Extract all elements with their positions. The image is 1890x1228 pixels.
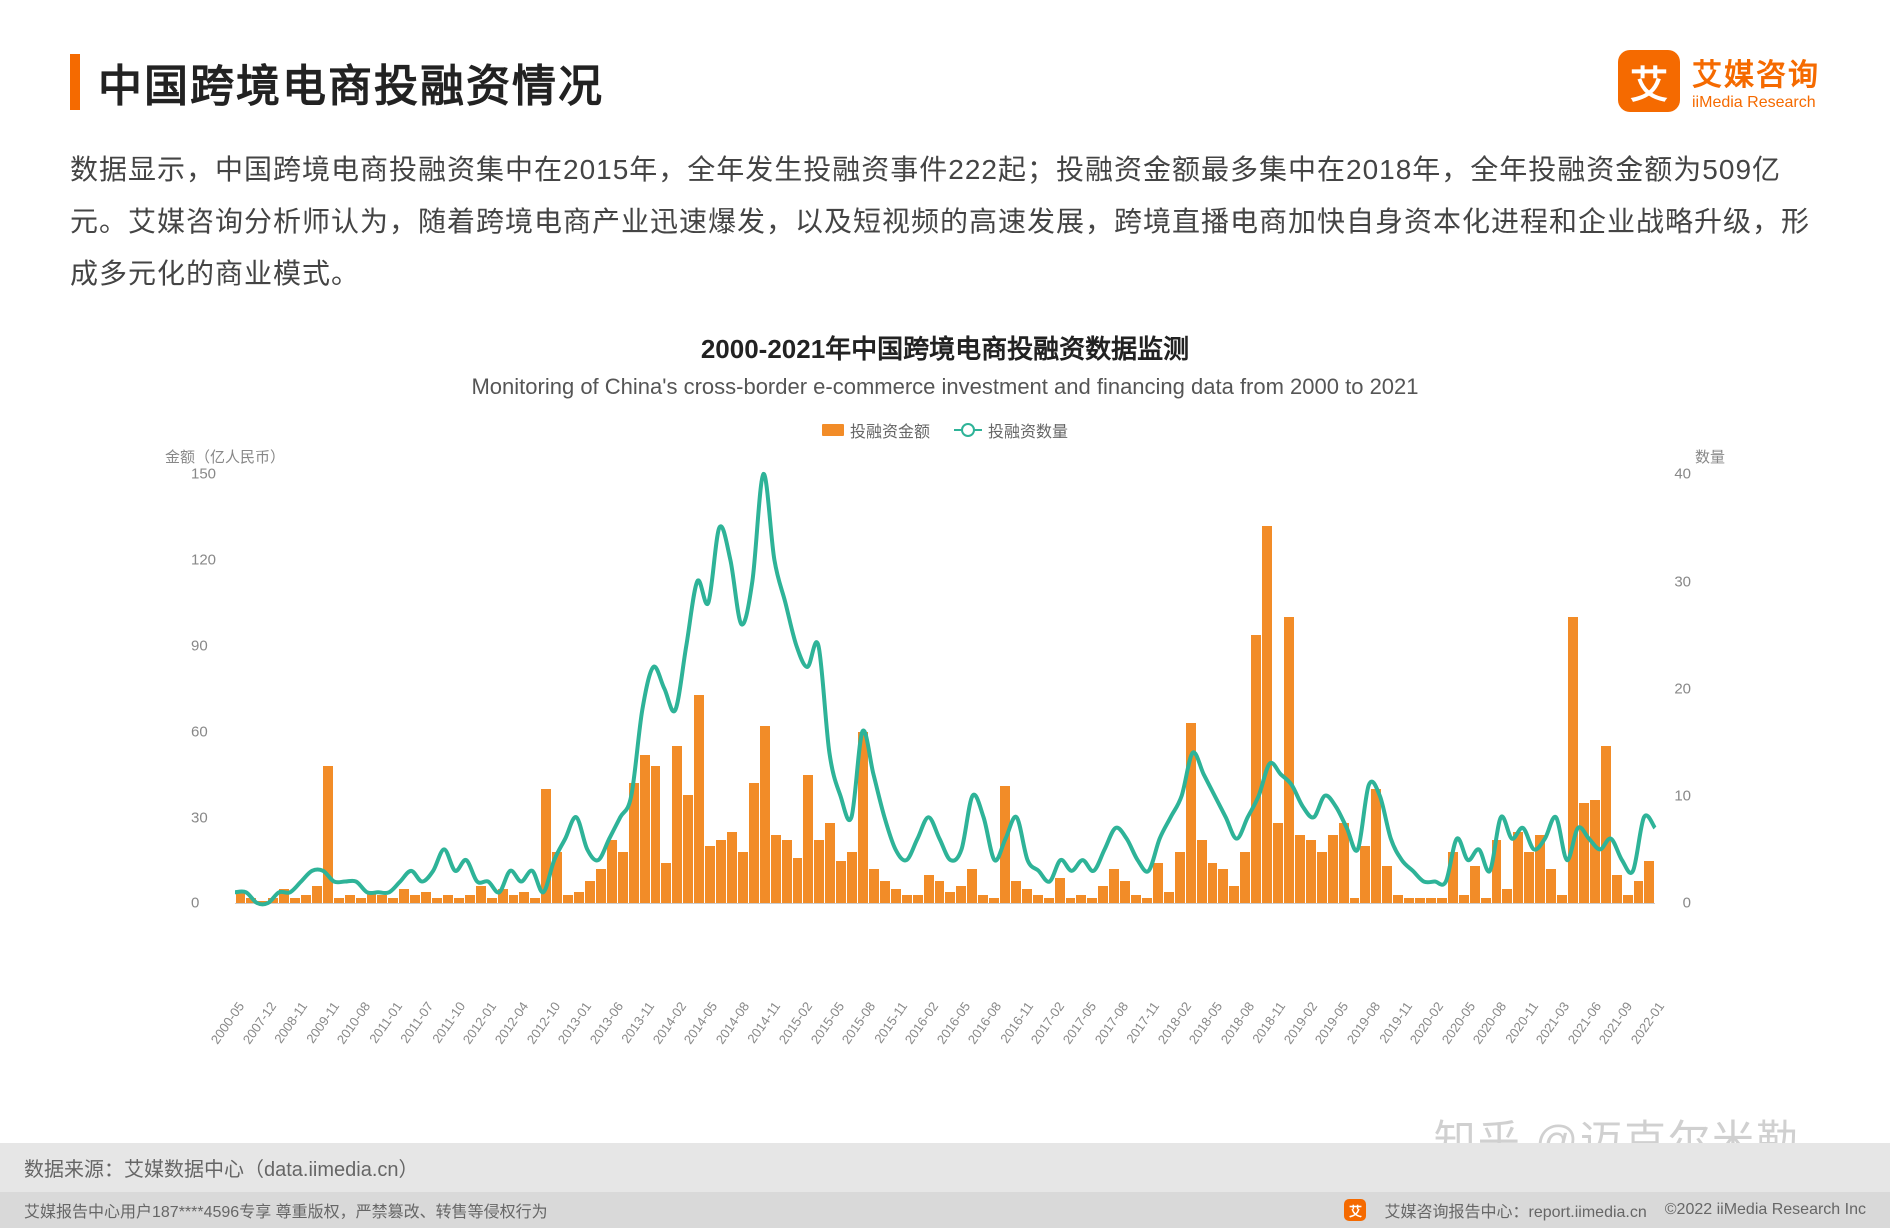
y-axis-left-label: 金额（亿人民币） — [165, 446, 285, 467]
legend-line-label: 投融资数量 — [988, 418, 1068, 442]
brand-logo: 艾 艾媒咨询 iiMedia Research — [1618, 50, 1820, 112]
ytick-left: 60 — [191, 723, 208, 740]
data-source: 数据来源：艾媒数据中心（data.iimedia.cn） — [0, 1143, 1890, 1192]
footer-right: ©2022 iiMedia Research Inc — [1665, 1201, 1866, 1219]
line-series — [235, 474, 1655, 903]
ytick-right: 40 — [1674, 466, 1691, 483]
ytick-left: 30 — [191, 809, 208, 826]
brand-name-cn: 艾媒咨询 — [1692, 50, 1820, 94]
ytick-left: 120 — [191, 552, 216, 569]
ytick-right: 30 — [1674, 573, 1691, 590]
footer-logo-icon: 艾 — [1344, 1199, 1366, 1221]
ytick-left: 150 — [191, 466, 216, 483]
description-text: 数据显示，中国跨境电商投融资集中在2015年，全年发生投融资事件222起；投融资… — [70, 144, 1820, 299]
legend-line-swatch — [954, 429, 982, 431]
chart-title-en: Monitoring of China's cross-border e-com… — [70, 374, 1820, 400]
chart-legend: 投融资金额 投融资数量 — [70, 418, 1820, 442]
line-path — [235, 474, 1655, 904]
ytick-left: 90 — [191, 637, 208, 654]
plot-area: 0306090120150010203040 — [235, 474, 1655, 904]
ytick-right: 10 — [1674, 788, 1691, 805]
brand-name-en: iiMedia Research — [1692, 94, 1820, 112]
y-axis-right-label: 数量 — [1695, 446, 1725, 467]
footer-left: 艾媒报告中心用户187****4596专享 尊重版权，严禁篡改、转售等侵权行为 — [24, 1198, 548, 1222]
legend-bar-label: 投融资金额 — [850, 418, 930, 442]
accent-bar — [70, 54, 80, 110]
page-title: 中国跨境电商投融资情况 — [98, 50, 604, 114]
ytick-right: 0 — [1683, 895, 1691, 912]
chart-container: 2000-2021年中国跨境电商投融资数据监测 Monitoring of Ch… — [70, 329, 1820, 1014]
chart-area: 金额（亿人民币） 数量 0306090120150010203040 2000-… — [165, 454, 1725, 1014]
x-axis-labels: 2000-052007-122008-112009-112010-082011-… — [235, 914, 1655, 1014]
chart-title-cn: 2000-2021年中国跨境电商投融资数据监测 — [70, 329, 1820, 366]
ytick-right: 20 — [1674, 680, 1691, 697]
footer-center: 艾媒咨询报告中心：report.iimedia.cn — [1384, 1198, 1646, 1222]
brand-icon: 艾 — [1618, 50, 1680, 112]
ytick-left: 0 — [191, 895, 199, 912]
legend-bar-swatch — [822, 424, 844, 436]
